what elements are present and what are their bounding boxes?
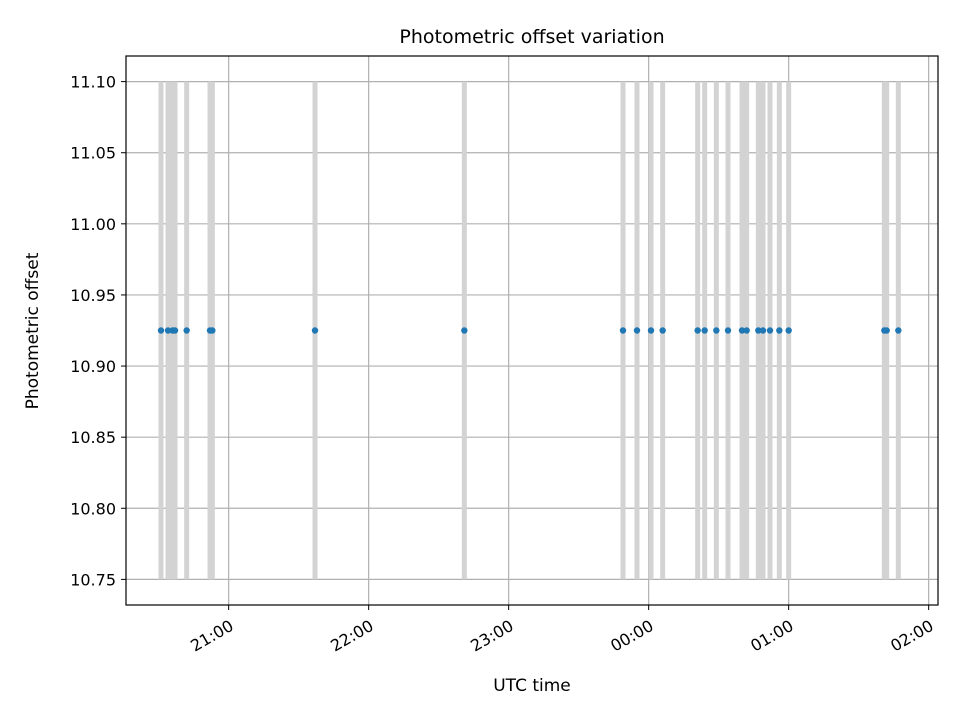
data-point (785, 327, 792, 334)
data-point (694, 327, 701, 334)
y-axis-label: Photometric offset (23, 252, 43, 409)
y-tick-label: 10.95 (70, 286, 116, 305)
data-point (183, 327, 190, 334)
data-point (738, 327, 746, 334)
data-point (724, 327, 732, 334)
data-point (647, 327, 655, 334)
y-tick-label: 10.75 (70, 570, 116, 589)
data-point (701, 327, 708, 334)
plot-frame (125, 55, 939, 606)
x-tick-label: 23:00 (467, 616, 516, 656)
data-point (759, 327, 767, 334)
data-point (633, 327, 641, 334)
x-axis-label: UTC time (493, 676, 571, 696)
y-tick-label: 11.00 (70, 215, 116, 234)
data-points (157, 327, 902, 334)
data-point (883, 327, 890, 334)
y-axis-ticks: 10.75 10.80 10.85 10.90 10.95 11.00 11.05 11.10 (70, 73, 126, 589)
y-tick-label: 10.80 (70, 499, 116, 518)
x-tick-label: 21:00 (187, 616, 236, 656)
y-tick-label: 10.85 (70, 428, 116, 447)
chart-title: Photometric offset variation (399, 26, 664, 48)
data-point (157, 327, 165, 334)
data-point (766, 327, 774, 334)
data-point (164, 327, 172, 334)
x-tick-label: 01:00 (747, 616, 796, 656)
data-point (461, 327, 468, 334)
x-axis-ticks: 21:00 22:00 23:00 00:00 01:00 02:00 (187, 605, 937, 656)
data-point (659, 327, 666, 334)
x-tick-label: 00:00 (607, 616, 656, 656)
data-point (713, 327, 720, 334)
data-point (755, 327, 762, 334)
data-point (619, 327, 627, 334)
data-point (776, 327, 783, 334)
y-tick-label: 11.10 (70, 73, 116, 92)
data-point (895, 327, 902, 334)
data-point (209, 327, 216, 334)
x-tick-label: 02:00 (887, 616, 936, 656)
data-point (311, 327, 319, 334)
x-tick-label: 22:00 (327, 616, 376, 656)
data-point (743, 327, 750, 334)
grid (126, 56, 938, 605)
y-tick-label: 11.05 (70, 144, 116, 163)
y-tick-label: 10.90 (70, 357, 116, 376)
data-point (171, 327, 179, 334)
